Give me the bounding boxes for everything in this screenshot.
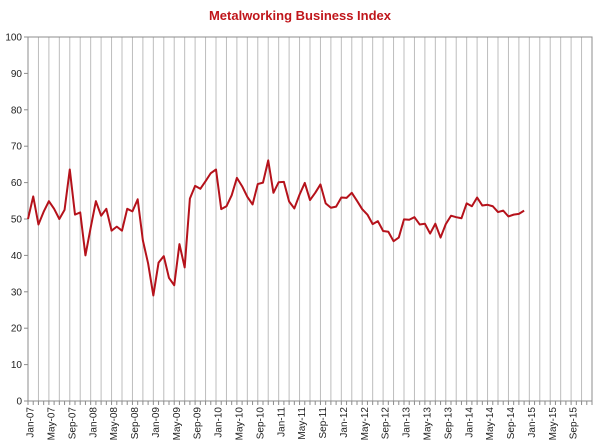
x-tick-label: Sep-09 [193, 407, 204, 440]
x-tick-label: May-15 [548, 407, 559, 441]
series-line [27, 159, 525, 297]
chart-title: Metalworking Business Index [208, 8, 392, 23]
y-tick-label: 0 [16, 397, 22, 408]
y-tick-label: 40 [11, 251, 23, 262]
x-tick-label: Jan-14 [464, 407, 475, 438]
x-tick-label: Jan-07 [26, 407, 37, 438]
x-tick-label: Jan-13 [402, 407, 413, 438]
y-tick-label: 90 [11, 69, 23, 80]
x-tick-label: Sep-11 [318, 407, 329, 439]
x-tick-label: Jan-15 [527, 407, 538, 438]
x-tick-label: Jan-09 [151, 407, 162, 438]
y-tick-label: 30 [11, 287, 23, 298]
x-tick-label: May-12 [360, 407, 371, 441]
y-tick-label: 10 [11, 360, 23, 371]
x-tick-label: Jan-12 [339, 407, 350, 438]
x-tick-label: Sep-08 [130, 407, 141, 440]
x-tick-label: Sep-14 [506, 407, 517, 440]
y-tick-label: 20 [11, 324, 23, 335]
x-tick-label: Jan-11 [276, 407, 287, 437]
x-tick-label: May-13 [423, 407, 434, 441]
x-tick-label: May-09 [172, 407, 183, 441]
x-tick-label: May-07 [47, 407, 58, 441]
y-tick-label: 50 [11, 215, 23, 226]
x-tick-label: Sep-15 [569, 407, 580, 440]
y-tick-label: 100 [5, 33, 22, 44]
x-tick-label: Jan-10 [214, 407, 225, 438]
x-tick-label: Sep-07 [67, 407, 78, 440]
x-tick-label: May-08 [109, 407, 120, 441]
x-tick-label: Sep-13 [443, 407, 454, 440]
x-tick-label: Sep-12 [381, 407, 392, 440]
y-tick-label: 60 [11, 178, 23, 189]
y-tick-label: 80 [11, 105, 23, 116]
y-tick-label: 70 [11, 142, 23, 153]
x-tick-label: May-14 [485, 407, 496, 441]
x-tick-label: May-11 [297, 407, 308, 440]
x-tick-label: Jan-08 [88, 407, 99, 438]
x-tick-label: May-10 [235, 407, 246, 441]
x-tick-label: Sep-10 [255, 407, 266, 440]
